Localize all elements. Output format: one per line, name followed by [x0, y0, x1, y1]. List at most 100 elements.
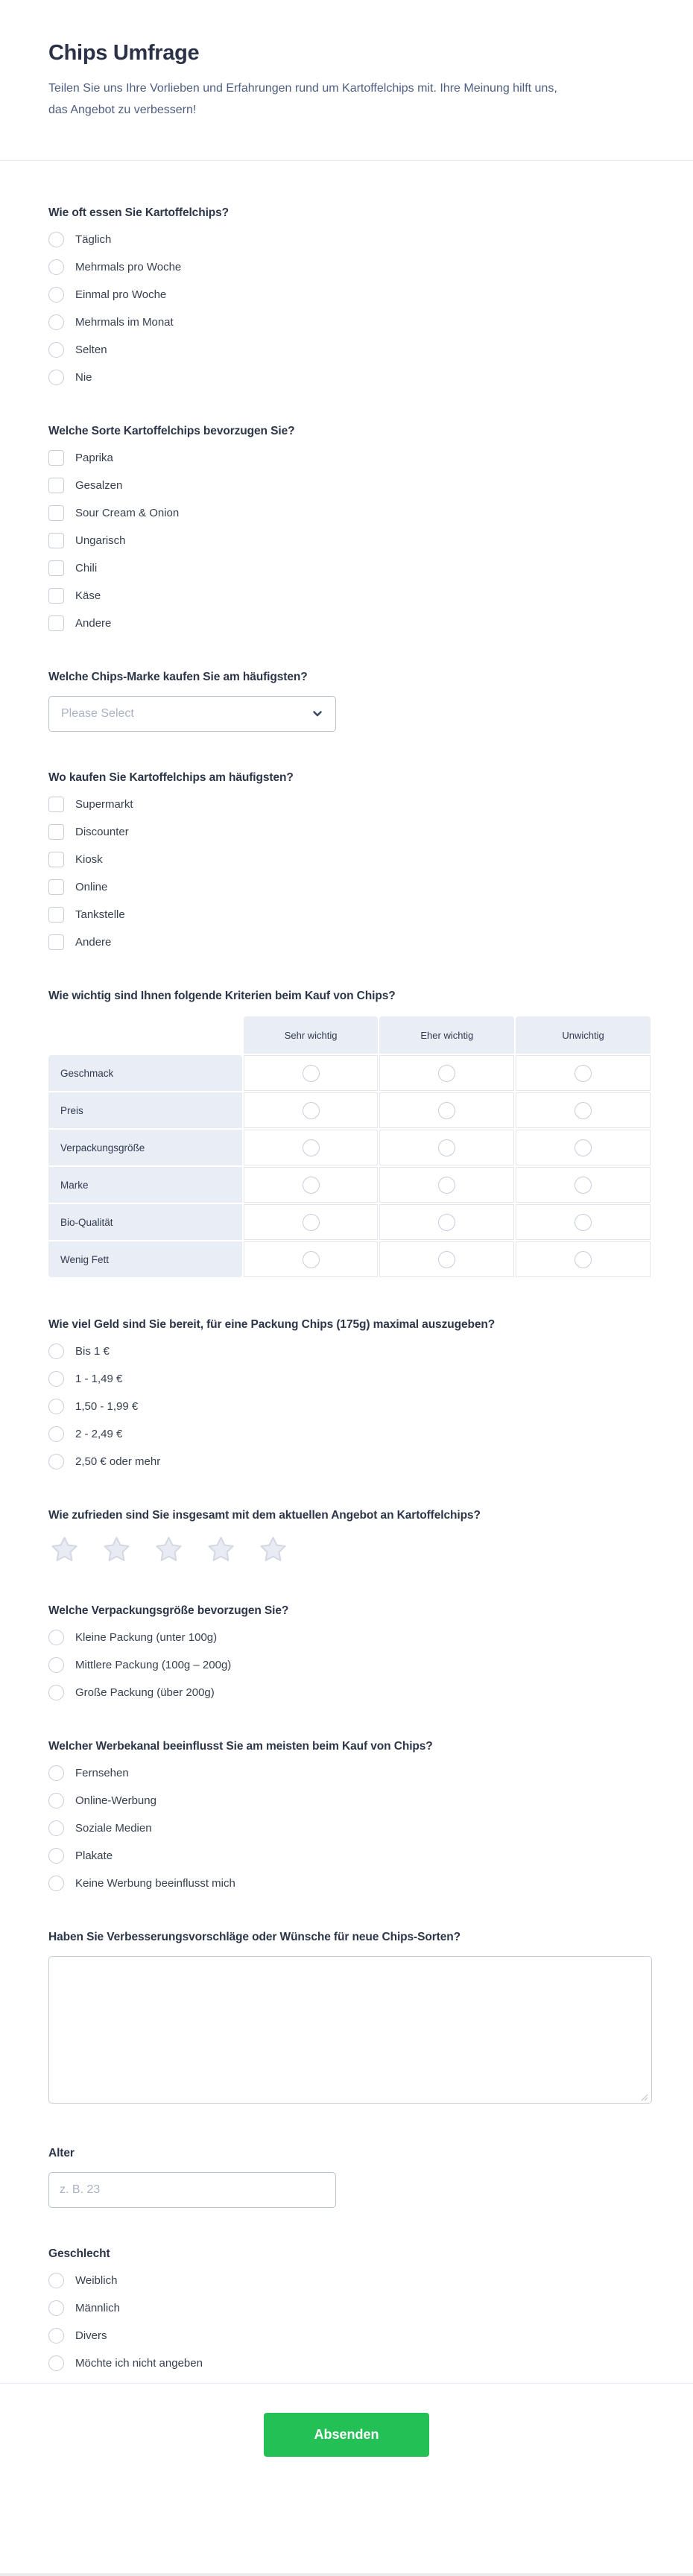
radio-option[interactable]: Divers: [48, 2328, 652, 2344]
matrix-radio-cell[interactable]: [243, 1167, 379, 1203]
star-icon[interactable]: [101, 1534, 133, 1565]
radio-option[interactable]: Soziale Medien: [48, 1820, 652, 1836]
radio-option[interactable]: Fernsehen: [48, 1765, 652, 1781]
age-input[interactable]: [48, 2172, 336, 2208]
radio-icon[interactable]: [48, 370, 64, 385]
radio-icon[interactable]: [48, 1848, 64, 1864]
checkbox-icon[interactable]: [48, 824, 64, 840]
radio-option[interactable]: Keine Werbung beeinflusst mich: [48, 1876, 652, 1891]
radio-option[interactable]: Täglich: [48, 232, 652, 247]
radio-icon[interactable]: [575, 1064, 592, 1082]
radio-option[interactable]: Möchte ich nicht angeben: [48, 2355, 652, 2371]
matrix-radio-cell[interactable]: [243, 1204, 379, 1240]
radio-option[interactable]: Mehrmals pro Woche: [48, 259, 652, 275]
star-icon[interactable]: [48, 1534, 80, 1565]
radio-icon[interactable]: [48, 1630, 64, 1645]
radio-icon[interactable]: [302, 1064, 320, 1082]
checkbox-option[interactable]: Gesalzen: [48, 478, 652, 493]
radio-icon[interactable]: [48, 2328, 64, 2344]
radio-icon[interactable]: [48, 2355, 64, 2371]
checkbox-option[interactable]: Käse: [48, 588, 652, 604]
checkbox-icon[interactable]: [48, 934, 64, 950]
matrix-radio-cell[interactable]: [516, 1055, 651, 1091]
radio-icon[interactable]: [438, 1250, 456, 1268]
checkbox-icon[interactable]: [48, 450, 64, 466]
radio-icon[interactable]: [48, 1685, 64, 1700]
radio-icon[interactable]: [48, 1793, 64, 1808]
checkbox-option[interactable]: Discounter: [48, 824, 652, 840]
checkbox-icon[interactable]: [48, 533, 64, 548]
radio-option[interactable]: Bis 1 €: [48, 1344, 652, 1359]
matrix-radio-cell[interactable]: [243, 1241, 379, 1277]
radio-icon[interactable]: [302, 1213, 320, 1231]
radio-icon[interactable]: [48, 1426, 64, 1442]
radio-icon[interactable]: [48, 1765, 64, 1781]
matrix-radio-cell[interactable]: [243, 1055, 379, 1091]
radio-option[interactable]: Online-Werbung: [48, 1793, 652, 1808]
checkbox-icon[interactable]: [48, 560, 64, 576]
radio-icon[interactable]: [48, 232, 64, 247]
matrix-radio-cell[interactable]: [379, 1055, 515, 1091]
radio-icon[interactable]: [48, 2300, 64, 2316]
radio-option[interactable]: Nie: [48, 370, 652, 385]
radio-icon[interactable]: [575, 1101, 592, 1119]
radio-icon[interactable]: [48, 1371, 64, 1387]
radio-option[interactable]: Plakate: [48, 1848, 652, 1864]
radio-icon[interactable]: [438, 1064, 456, 1082]
radio-option[interactable]: Weiblich: [48, 2273, 652, 2288]
radio-option[interactable]: Mehrmals im Monat: [48, 314, 652, 330]
radio-icon[interactable]: [438, 1101, 456, 1119]
checkbox-option[interactable]: Sour Cream & Onion: [48, 505, 652, 521]
brand-select[interactable]: Please Select: [48, 696, 336, 732]
checkbox-icon[interactable]: [48, 478, 64, 493]
radio-option[interactable]: Große Packung (über 200g): [48, 1685, 652, 1700]
radio-icon[interactable]: [302, 1176, 320, 1194]
radio-icon[interactable]: [575, 1250, 592, 1268]
matrix-radio-cell[interactable]: [516, 1092, 651, 1128]
checkbox-option[interactable]: Andere: [48, 615, 652, 631]
radio-option[interactable]: Einmal pro Woche: [48, 287, 652, 303]
radio-option[interactable]: 2 - 2,49 €: [48, 1426, 652, 1442]
star-icon[interactable]: [153, 1534, 185, 1565]
radio-icon[interactable]: [438, 1139, 456, 1156]
radio-option[interactable]: Mittlere Packung (100g – 200g): [48, 1657, 652, 1673]
radio-option[interactable]: Selten: [48, 342, 652, 358]
submit-button[interactable]: Absenden: [264, 2413, 429, 2457]
matrix-radio-cell[interactable]: [379, 1167, 515, 1203]
radio-icon[interactable]: [302, 1139, 320, 1156]
checkbox-icon[interactable]: [48, 907, 64, 923]
star-icon[interactable]: [205, 1534, 237, 1565]
radio-icon[interactable]: [302, 1101, 320, 1119]
radio-icon[interactable]: [438, 1176, 456, 1194]
matrix-radio-cell[interactable]: [516, 1204, 651, 1240]
radio-option[interactable]: Männlich: [48, 2300, 652, 2316]
matrix-radio-cell[interactable]: [516, 1130, 651, 1165]
radio-icon[interactable]: [48, 342, 64, 358]
matrix-radio-cell[interactable]: [379, 1204, 515, 1240]
radio-option[interactable]: 1 - 1,49 €: [48, 1371, 652, 1387]
radio-icon[interactable]: [48, 287, 64, 303]
radio-icon[interactable]: [48, 1344, 64, 1359]
radio-icon[interactable]: [48, 1876, 64, 1891]
radio-option[interactable]: Kleine Packung (unter 100g): [48, 1630, 652, 1645]
matrix-radio-cell[interactable]: [379, 1130, 515, 1165]
matrix-radio-cell[interactable]: [516, 1167, 651, 1203]
matrix-radio-cell[interactable]: [243, 1092, 379, 1128]
radio-icon[interactable]: [48, 2273, 64, 2288]
radio-icon[interactable]: [575, 1139, 592, 1156]
checkbox-icon[interactable]: [48, 852, 64, 867]
star-icon[interactable]: [257, 1534, 289, 1565]
checkbox-option[interactable]: Kiosk: [48, 852, 652, 867]
checkbox-option[interactable]: Tankstelle: [48, 907, 652, 923]
radio-option[interactable]: 1,50 - 1,99 €: [48, 1399, 652, 1414]
checkbox-option[interactable]: Chili: [48, 560, 652, 576]
checkbox-option[interactable]: Supermarkt: [48, 797, 652, 812]
radio-icon[interactable]: [48, 1454, 64, 1469]
radio-icon[interactable]: [48, 259, 64, 275]
radio-icon[interactable]: [48, 1399, 64, 1414]
radio-icon[interactable]: [575, 1213, 592, 1231]
matrix-radio-cell[interactable]: [516, 1241, 651, 1277]
radio-icon[interactable]: [575, 1176, 592, 1194]
radio-icon[interactable]: [48, 314, 64, 330]
radio-icon[interactable]: [438, 1213, 456, 1231]
